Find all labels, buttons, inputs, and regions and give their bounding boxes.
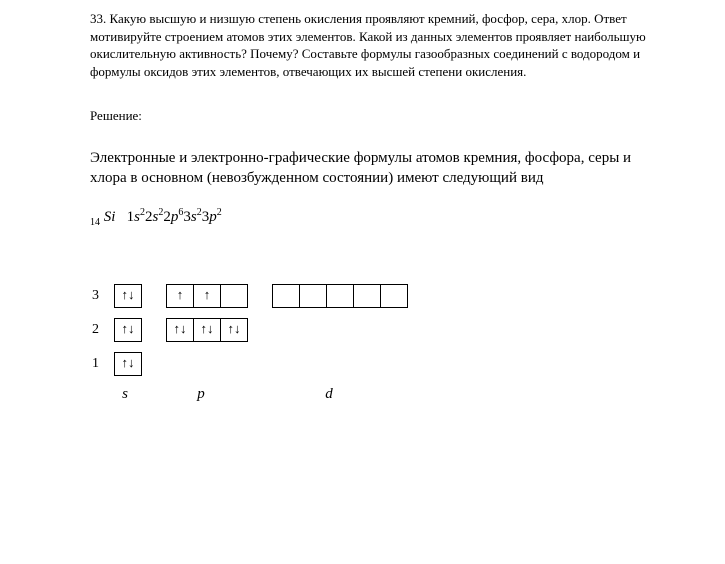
level-number: 3 bbox=[92, 288, 114, 304]
sublevel-labels: s p d bbox=[90, 386, 665, 403]
electron-formula: 14 Si 1s22s22p63s23p2 bbox=[90, 207, 665, 228]
orbital-diagram: 3↑↓↑↑2↑↓↑↓↑↓↑↓1↑↓ bbox=[90, 284, 665, 376]
label-p: p bbox=[162, 386, 240, 403]
orbital-cell: ↑↓ bbox=[114, 352, 142, 376]
orbital-cell bbox=[353, 284, 381, 308]
orbital-cell bbox=[272, 284, 300, 308]
level-number: 1 bbox=[92, 356, 114, 372]
orbital-seq: 1s22s22p63s23p2 bbox=[127, 209, 222, 225]
orbital-cell bbox=[326, 284, 354, 308]
label-s: s bbox=[112, 386, 138, 403]
orbital-cell: ↑ bbox=[166, 284, 194, 308]
orbital: 2s2 bbox=[145, 209, 163, 225]
orbital-block: ↑↓ bbox=[114, 318, 142, 342]
orbital-cell: ↑↓ bbox=[220, 318, 248, 342]
energy-level: 3↑↓ ↑↑ bbox=[92, 284, 665, 308]
problem-number: 33. bbox=[90, 11, 106, 26]
level-number: 2 bbox=[92, 322, 114, 338]
orbital-cell bbox=[299, 284, 327, 308]
spacer bbox=[119, 209, 123, 225]
problem-text: Какую высшую и низшую степень окисления … bbox=[90, 11, 646, 79]
orbital: 1s2 bbox=[127, 209, 145, 225]
orbital-cell: ↑↓ bbox=[166, 318, 194, 342]
orbital-block bbox=[272, 284, 408, 308]
intro-text: Электронные и электронно-графические фор… bbox=[90, 148, 665, 189]
energy-level: 1↑↓ bbox=[92, 352, 665, 376]
orbital-cell: ↑ bbox=[193, 284, 221, 308]
label-d: d bbox=[264, 386, 394, 403]
orbital-cell bbox=[380, 284, 408, 308]
orbital-cell: ↑↓ bbox=[114, 318, 142, 342]
orbital-cell: ↑↓ bbox=[114, 284, 142, 308]
solution-label: Решение: bbox=[90, 108, 665, 124]
orbital-block: ↑↓↑↓↑↓ bbox=[166, 318, 248, 342]
orbital-block: ↑↓ bbox=[114, 352, 142, 376]
element-symbol: Si bbox=[104, 209, 116, 225]
orbital: 2p6 bbox=[163, 209, 183, 225]
orbital-cell: ↑↓ bbox=[193, 318, 221, 342]
atomic-number: 14 bbox=[90, 217, 100, 228]
orbital-block: ↑↓ bbox=[114, 284, 142, 308]
energy-level: 2↑↓↑↓↑↓↑↓ bbox=[92, 318, 665, 342]
orbital-block: ↑↑ bbox=[166, 284, 248, 308]
problem-statement: 33. Какую высшую и низшую степень окисле… bbox=[90, 10, 665, 80]
orbital: 3s2 bbox=[183, 209, 201, 225]
page: 33. Какую высшую и низшую степень окисле… bbox=[0, 0, 725, 423]
orbital-cell bbox=[220, 284, 248, 308]
orbital: 3p2 bbox=[202, 209, 222, 225]
